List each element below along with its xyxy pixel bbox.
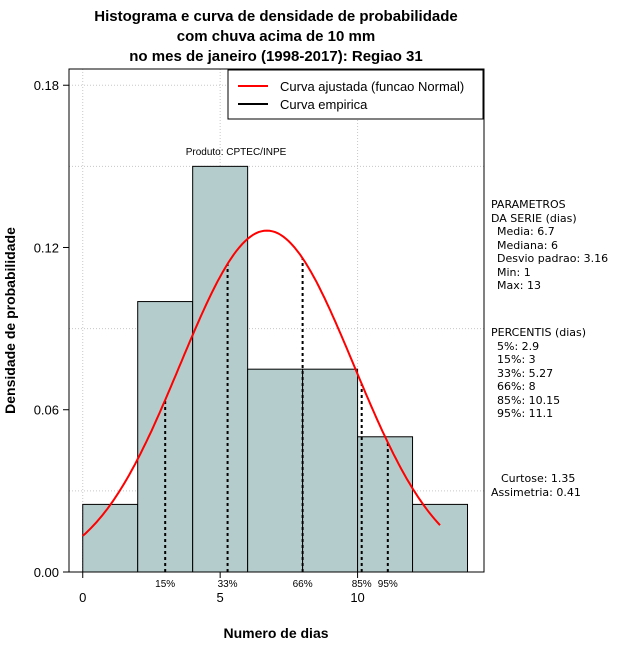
percentile-label: 85%: [352, 579, 372, 590]
y-tick-label: 0.12: [34, 240, 59, 255]
percentile-85: 85%: 10.15: [497, 393, 561, 407]
histogram-bar: [302, 368, 359, 573]
x-tick-label: 10: [350, 590, 364, 605]
legend[interactable]: Curva ajustada (funcao Normal) Curva empi…: [227, 69, 484, 120]
legend-label: Curva empirica: [280, 97, 368, 112]
x-axis-label: Numero de dias: [223, 625, 328, 641]
x-tick-label: 5: [217, 590, 224, 605]
percentile-33: 33%: 5.27: [497, 366, 554, 380]
chart-title: Histograma e curva de densidade de proba…: [94, 8, 457, 65]
parameter-max: Max: 13: [497, 279, 541, 292]
parameters-header-1: PARAMETROS: [491, 198, 566, 211]
percentiles-panel: PERCENTIS (dias) 5%: 2.9 15%: 3 33%: 5.2…: [491, 326, 586, 421]
curves: [82, 229, 441, 537]
percentile-5: 5%: 2.9: [497, 339, 540, 353]
percentile-label: 95%: [378, 579, 398, 590]
product-annotation: Produto: CPTEC/INPE: [186, 147, 287, 158]
x-tick-label: 0: [79, 590, 86, 605]
parameters-header-2: DA SERIE (dias): [491, 211, 577, 225]
chart-title-line: no mes de janeiro (1998-2017): Regiao 31: [129, 48, 422, 65]
parameter-median: Mediana: 6: [497, 238, 558, 252]
percentile-label: 66%: [293, 579, 313, 590]
stats-panel: Curtose: 1.35 Assimetria: 0.41: [491, 472, 581, 499]
plot-frame: [68, 68, 485, 573]
percentile-label: 33%: [218, 579, 238, 590]
percentiles-header: PERCENTIS (dias): [491, 326, 587, 339]
histogram-bar: [82, 503, 139, 573]
percentile-15: 15%: 3: [497, 353, 536, 366]
y-tick-label: 0.06: [34, 403, 59, 418]
chart-title-line: com chuva acima de 10 mm: [177, 28, 375, 45]
y-axis-label: Densidade de probabilidade: [2, 227, 18, 414]
histogram-bars: [82, 165, 469, 573]
percentile-66: 66%: 8: [497, 380, 536, 393]
chart-title-line: Histograma e curva de densidade de proba…: [94, 8, 457, 25]
y-tick-label: 0.18: [34, 78, 59, 93]
histogram-bar: [357, 436, 414, 573]
parameter-mean: Media: 6.7: [497, 225, 555, 238]
legend-label: Curva ajustada (funcao Normal): [280, 79, 464, 94]
histogram-bar: [137, 301, 194, 573]
skewness: Assimetria: 0.41: [491, 485, 581, 499]
parameters-panel: PARAMETROS DA SERIE (dias) Media: 6.7 Me…: [491, 198, 608, 293]
percentile-95: 95%: 11.1: [497, 407, 554, 420]
fitted-normal-curve: [82, 229, 441, 537]
percentile-lines: 15% 33% 66% 85% 95%: [155, 258, 398, 590]
legend-box: [227, 69, 484, 120]
histogram-bar: [247, 368, 304, 573]
percentile-label: 15%: [155, 579, 175, 590]
parameter-min: Min: 1: [497, 265, 531, 279]
kurtosis: Curtose: 1.35: [501, 472, 576, 485]
histogram-bar: [412, 503, 469, 573]
parameter-sd: Desvio padrao: 3.16: [497, 252, 609, 265]
y-tick-label: 0.00: [34, 565, 59, 580]
histogram-bar: [192, 165, 249, 573]
axes: 0 5 10 0.00 0.06 0.12 0.18: [34, 68, 485, 605]
